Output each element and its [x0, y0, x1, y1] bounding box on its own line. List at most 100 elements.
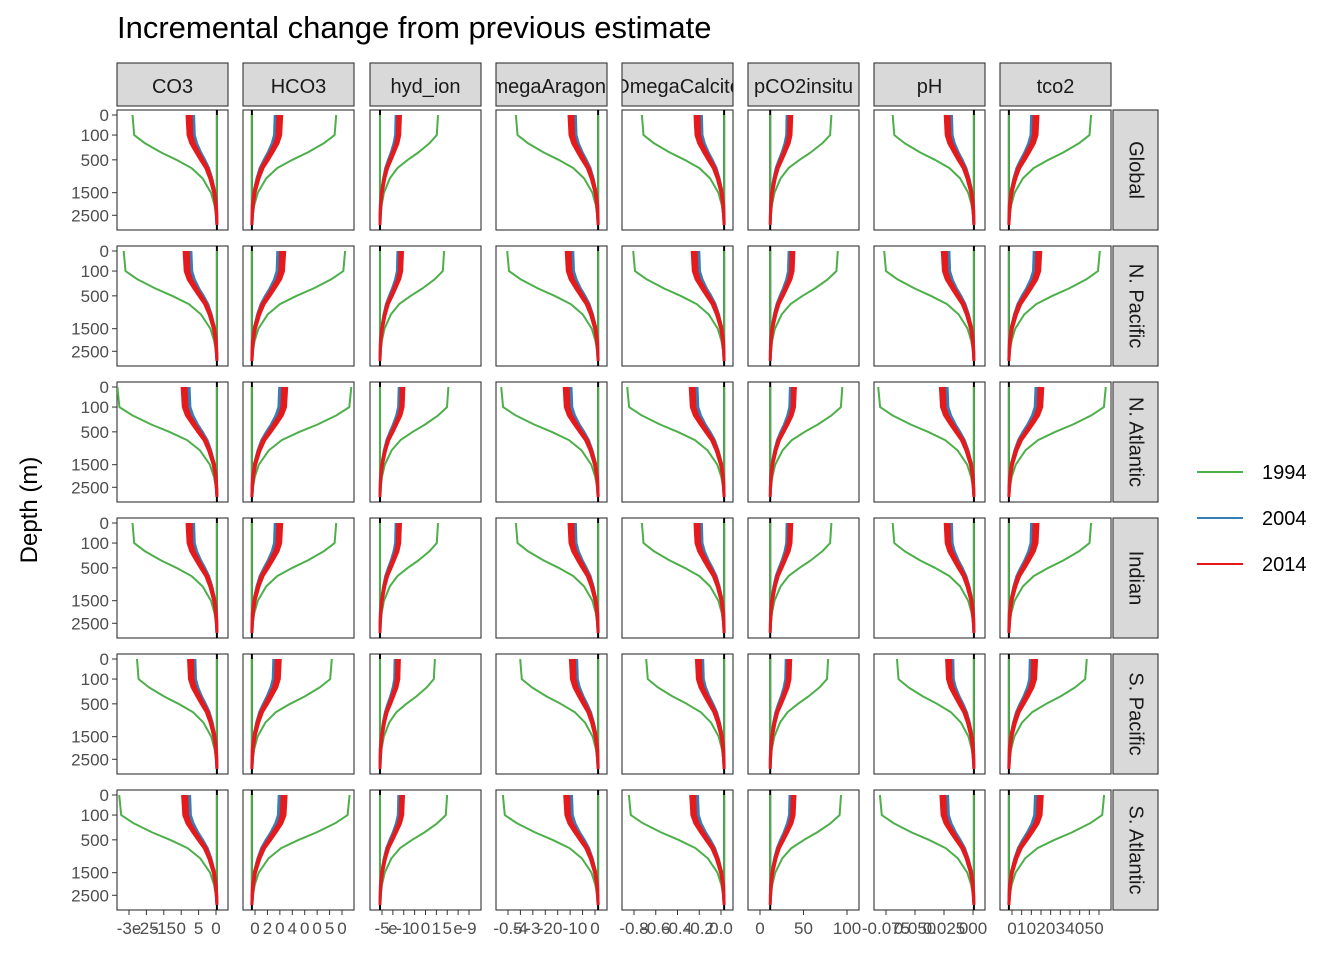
- series-line-2014: [949, 658, 976, 769]
- y-tick-label: 2500: [71, 206, 109, 225]
- y-axis-title: Depth (m): [16, 457, 43, 564]
- panel-border: [369, 653, 482, 775]
- legend-label-2004: 2004: [1262, 508, 1307, 530]
- panel-border: [116, 789, 229, 911]
- series-line-2014: [571, 522, 600, 633]
- series-line-2014: [378, 386, 403, 497]
- x-tick-label: 5: [194, 919, 203, 938]
- y-tick-label: 500: [81, 695, 109, 714]
- x-tick-label: 0.025: [923, 919, 966, 938]
- x-tick-label: 0: [1027, 919, 1036, 938]
- series-line-2014: [768, 386, 794, 497]
- x-tick-label: 50: [794, 919, 813, 938]
- series-line-2014: [185, 794, 219, 905]
- series-line-2014: [571, 114, 600, 225]
- x-tick-label: 0: [211, 919, 220, 938]
- facet-panel: [873, 517, 986, 639]
- column-strip: CO3: [116, 62, 229, 107]
- panel-border: [873, 789, 986, 911]
- x-tick-label: -5: [374, 919, 389, 938]
- series-line-2014: [573, 658, 600, 769]
- x-tick-label: -2: [538, 919, 553, 938]
- y-tick-label: 1500: [71, 728, 109, 747]
- series-line-2014: [945, 250, 976, 361]
- column-strip-box: [242, 62, 355, 107]
- panel-content: [122, 246, 219, 366]
- row-strip: S. Pacific: [1112, 653, 1159, 775]
- panel-content: [378, 382, 450, 502]
- panel-content: [768, 654, 830, 774]
- page-title: Incremental change from previous estimat…: [117, 10, 712, 45]
- panel-content: [896, 654, 976, 774]
- x-tick-label: -3e: [117, 919, 142, 938]
- facet-panel: [495, 517, 608, 639]
- panel-border: [747, 109, 860, 231]
- x-tick-label: 0: [553, 919, 562, 938]
- x-tick-label: -1: [396, 919, 411, 938]
- x-tick-label: 2: [1036, 919, 1045, 938]
- facet-panel: [873, 653, 986, 775]
- panel-content: [250, 382, 353, 502]
- series-line-2014: [693, 386, 726, 497]
- series-line-2014: [378, 250, 401, 361]
- series-line-2014: [768, 250, 793, 361]
- series-line-2014: [250, 658, 278, 769]
- series-line-2014: [1007, 522, 1036, 633]
- x-tick-label: e: [388, 919, 397, 938]
- series-line-2014: [697, 522, 726, 633]
- y-tick-label: 500: [81, 287, 109, 306]
- x-tick-label: 100: [833, 919, 861, 938]
- row-strip-box: [1112, 517, 1159, 639]
- x-tick-label: 4: [1065, 919, 1074, 938]
- series-line-2014: [947, 114, 976, 225]
- facet-panel: [242, 381, 355, 503]
- series-line-2014: [768, 522, 791, 633]
- y-tick-label: 100: [81, 670, 109, 689]
- panel-content: [1007, 110, 1093, 230]
- panel-border: [116, 653, 229, 775]
- row-strip-label: N. Atlantic: [1125, 397, 1147, 487]
- column-strip-label: HCO3: [271, 76, 327, 98]
- x-tick-label: 0: [421, 919, 430, 938]
- row-strip: Global: [1112, 109, 1159, 231]
- panel-border: [747, 517, 860, 639]
- column-strip: pCO2insitu: [747, 62, 860, 107]
- panel-border: [116, 381, 229, 503]
- facet-panel: [369, 109, 482, 231]
- x-tick-label: 0: [176, 919, 185, 938]
- panel-border: [873, 245, 986, 367]
- series-line-2014: [693, 794, 726, 905]
- facet-panel: [873, 789, 986, 911]
- series-line-2014: [1007, 386, 1040, 497]
- facet-panel: [621, 245, 734, 367]
- series-line-2014: [250, 114, 279, 225]
- series-line-2014: [699, 658, 726, 769]
- row-strip-label: S. Atlantic: [1125, 806, 1147, 895]
- column-strip: HCO3: [242, 62, 355, 107]
- column-strip-label: OmegaAragonite: [476, 76, 627, 98]
- series-line-2014: [695, 250, 726, 361]
- series-line-2014: [1007, 250, 1038, 361]
- series-line-2014: [191, 658, 219, 769]
- series-line-2014: [768, 658, 789, 769]
- facet-panel: [999, 789, 1112, 911]
- panel-content: [118, 790, 219, 910]
- x-tick-label: 5: [325, 919, 334, 938]
- row-strip: N. Atlantic: [1112, 381, 1159, 503]
- facet-panel: [999, 381, 1112, 503]
- row-strip: Indian: [1112, 517, 1159, 639]
- panel-content: [501, 790, 600, 910]
- x-tick-label: -0.4: [663, 919, 692, 938]
- x-tick-label: 5: [1085, 919, 1094, 938]
- column-strip-label: CO3: [152, 76, 193, 98]
- panel-content: [250, 654, 333, 774]
- panel-border: [747, 653, 860, 775]
- facet-panel: [116, 381, 229, 503]
- panel-content: [250, 518, 338, 638]
- panel-content: [378, 246, 446, 366]
- x-tick-label: 5: [443, 919, 452, 938]
- row-strip-box: [1112, 245, 1159, 367]
- x-tick-label: 0: [1007, 919, 1016, 938]
- panel-content: [878, 790, 976, 910]
- series-line-2014: [768, 794, 794, 905]
